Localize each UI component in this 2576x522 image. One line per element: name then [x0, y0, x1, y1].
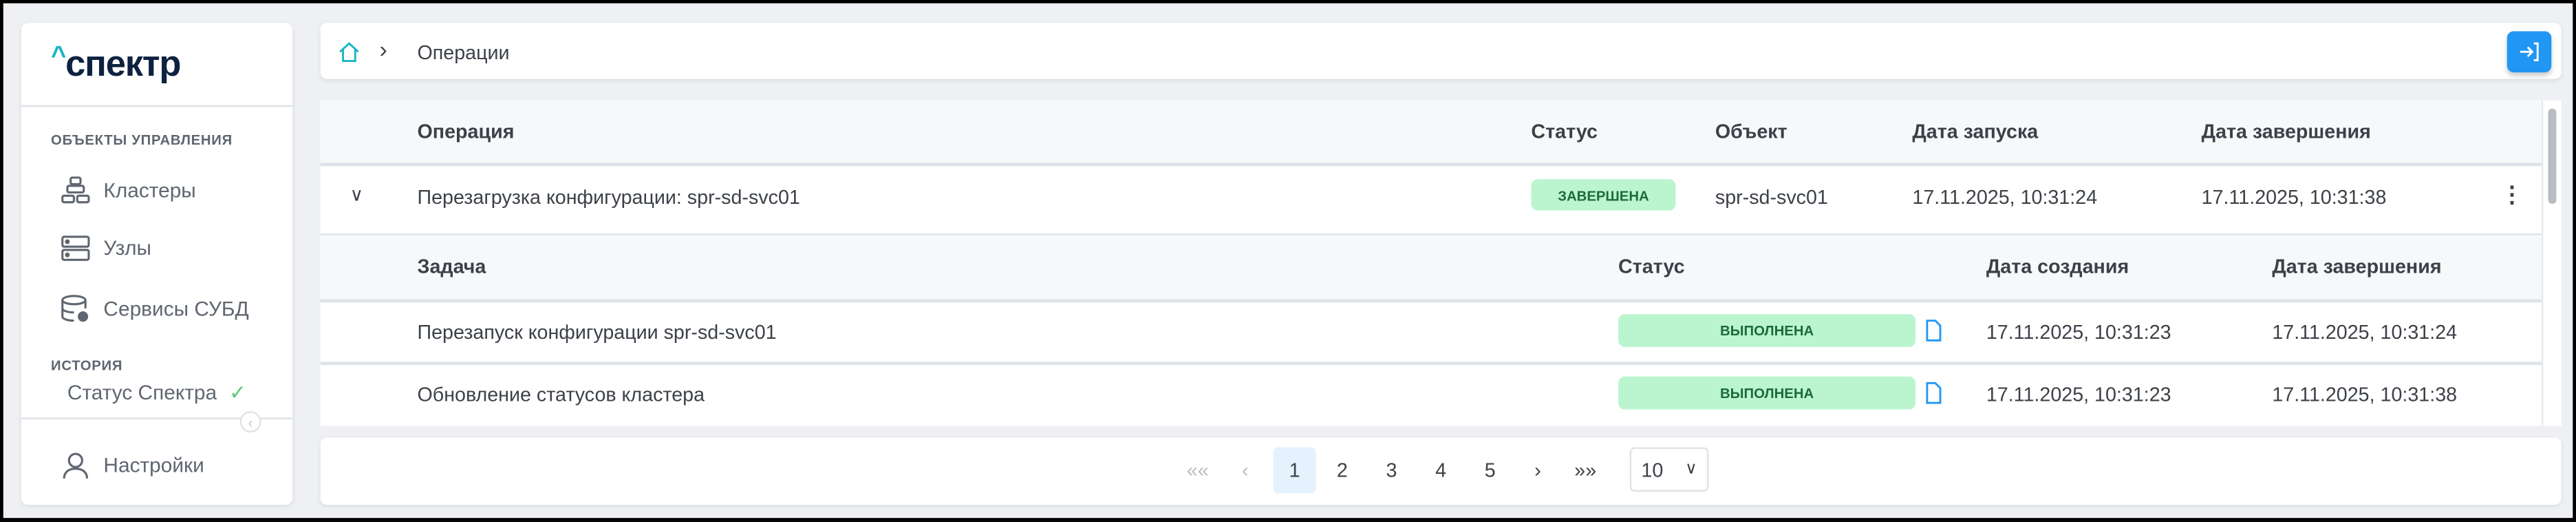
sidebar-item-db-services[interactable]: Сервисы СУБД: [61, 294, 249, 324]
spectr-status[interactable]: Статус Спектра ✓: [67, 380, 247, 405]
pagination-bar: [320, 437, 2562, 505]
sidebar-item-label: Сервисы СУБД: [103, 297, 249, 321]
page-size-value: 10: [1641, 458, 1664, 481]
task-end: 17.11.2025, 10:31:24: [2272, 320, 2458, 344]
sidebar-item-label: Кластеры: [103, 179, 196, 202]
login-button[interactable]: [2507, 31, 2552, 73]
file-icon[interactable]: [1926, 382, 1942, 404]
task-row: Перезапуск конфигурации spr-sd-svc01 ВЫП…: [321, 301, 2542, 362]
page-4-button[interactable]: 4: [1435, 459, 1447, 482]
operation-end: 17.11.2025, 10:31:38: [2201, 185, 2387, 209]
section-objects-title: ОБЪЕКТЫ УПРАВЛЕНИЯ: [51, 132, 233, 148]
column-header-start-date[interactable]: Дата запуска: [1912, 120, 2039, 143]
column-header-task-status: Статус: [1618, 255, 1685, 278]
server-icon: [61, 236, 90, 261]
page-size-select[interactable]: 10 ∨: [1629, 447, 1709, 492]
chevron-down-icon[interactable]: ∨: [350, 185, 363, 206]
breadcrumb-current: Операции: [417, 41, 510, 65]
subtable-header: Задача Статус Дата создания Дата заверше…: [320, 235, 2542, 300]
table-header: Операция Статус Объект Дата запуска Дата…: [320, 100, 2542, 163]
breadcrumb-chevron-icon: ›: [379, 36, 387, 63]
sidebar-item-label: Настройки: [103, 454, 204, 477]
chevron-left-icon: ‹: [248, 413, 253, 430]
user-icon: [63, 452, 89, 479]
home-icon[interactable]: [339, 41, 360, 63]
column-header-task-end: Дата завершения: [2272, 255, 2442, 278]
operation-name: Перезагрузка конфигурации: spr-sd-svc01: [417, 185, 800, 209]
section-history-title: ИСТОРИЯ: [51, 357, 123, 374]
kebab-menu-icon[interactable]: ⋮: [2500, 180, 2524, 207]
page-3-button[interactable]: 3: [1386, 459, 1397, 482]
task-name: Перезапуск конфигурации spr-sd-svc01: [417, 320, 777, 344]
collapse-sidebar-button[interactable]: ‹: [239, 410, 261, 432]
divider: [320, 362, 2542, 364]
column-header-end-date[interactable]: Дата завершения: [2201, 120, 2371, 143]
status-badge: ВЫПОЛНЕНА: [1618, 376, 1916, 410]
divider: [320, 233, 2542, 236]
task-created: 17.11.2025, 10:31:23: [1986, 320, 2171, 344]
task-row: Обновление статусов кластера ВЫПОЛНЕНА 1…: [321, 364, 2542, 426]
page-1-button[interactable]: 1: [1273, 447, 1316, 494]
sidebar-item-nodes[interactable]: Узлы: [61, 233, 151, 263]
database-gear-icon: [61, 295, 89, 322]
column-header-status[interactable]: Статус: [1531, 120, 1598, 143]
task-created: 17.11.2025, 10:31:23: [1986, 383, 2171, 406]
last-page-button[interactable]: »»: [1574, 459, 1597, 482]
status-badge: ВЫПОЛНЕНА: [1618, 314, 1916, 347]
divider: [21, 417, 293, 419]
check-icon: ✓: [229, 381, 247, 405]
task-end: 17.11.2025, 10:31:38: [2272, 383, 2458, 406]
sign-in-icon: [2520, 42, 2539, 61]
scrollbar[interactable]: [2541, 100, 2562, 426]
header-bar: › Операции: [320, 23, 2562, 79]
table-row[interactable]: ∨ Перезагрузка конфигурации: spr-sd-svc0…: [321, 165, 2542, 233]
column-header-operation[interactable]: Операция: [417, 120, 515, 143]
column-header-created: Дата создания: [1986, 255, 2129, 278]
divider: [21, 105, 293, 107]
status-badge: ЗАВЕРШЕНА: [1531, 179, 1676, 211]
page-5-button[interactable]: 5: [1484, 459, 1496, 482]
chevron-down-icon: ∨: [1685, 460, 1697, 479]
divider: [320, 163, 2542, 165]
logo[interactable]: ^спектр: [51, 43, 181, 84]
operation-start: 17.11.2025, 10:31:24: [1912, 185, 2098, 209]
sidebar: ^спектр ОБЪЕКТЫ УПРАВЛЕНИЯ Кластеры Узлы…: [21, 23, 293, 505]
column-header-object[interactable]: Объект: [1715, 120, 1788, 143]
next-page-button[interactable]: ›: [1534, 459, 1541, 482]
file-icon[interactable]: [1926, 319, 1942, 342]
scrollbar-thumb[interactable]: [2548, 108, 2557, 205]
operations-table: Операция Статус Объект Дата запуска Дата…: [320, 100, 2562, 426]
task-name: Обновление статусов кластера: [417, 383, 705, 406]
sidebar-item-settings[interactable]: Настройки: [61, 450, 204, 480]
divider: [320, 299, 2542, 302]
sidebar-item-clusters[interactable]: Кластеры: [61, 176, 196, 205]
status-label: Статус Спектра: [67, 381, 217, 405]
prev-page-button[interactable]: ‹: [1242, 459, 1249, 482]
page-2-button[interactable]: 2: [1336, 459, 1348, 482]
column-header-task: Задача: [417, 255, 486, 278]
first-page-button[interactable]: ««: [1186, 459, 1209, 482]
operation-object: spr-sd-svc01: [1715, 185, 1828, 209]
sidebar-item-label: Узлы: [103, 236, 151, 260]
cluster-icon: [61, 176, 90, 204]
